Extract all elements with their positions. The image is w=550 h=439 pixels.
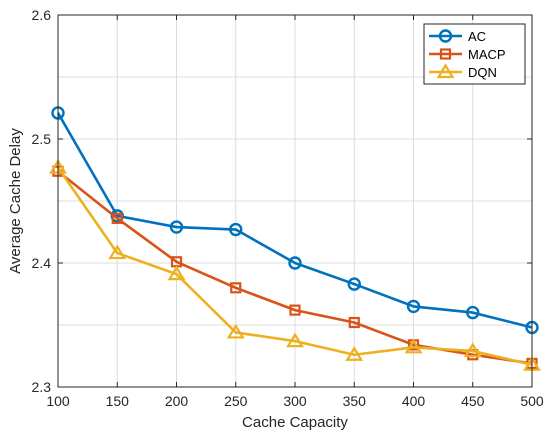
data-point-macp bbox=[230, 282, 242, 294]
x-tick-label: 350 bbox=[343, 393, 367, 409]
x-tick-label: 450 bbox=[461, 393, 485, 409]
data-point-macp bbox=[289, 304, 301, 316]
legend-marker bbox=[438, 29, 453, 43]
data-point-ac bbox=[347, 277, 361, 291]
data-point-ac bbox=[229, 222, 243, 237]
series-line-ac bbox=[56, 112, 533, 329]
data-point-macp bbox=[111, 212, 123, 224]
y-tick-label: 2.5 bbox=[32, 131, 52, 147]
legend: AC MACP DQN bbox=[423, 23, 526, 85]
legend-entry-dqn: DQN bbox=[429, 63, 497, 80]
y-tick-label: 2.3 bbox=[32, 379, 52, 395]
x-tick-label: 100 bbox=[46, 393, 70, 409]
legend-entry-ac: AC bbox=[429, 29, 486, 44]
series-line-dqn bbox=[56, 166, 533, 366]
legend-label: DQN bbox=[468, 65, 497, 80]
data-point-dqn bbox=[167, 265, 186, 281]
data-point-macp bbox=[348, 316, 360, 329]
legend-marker bbox=[439, 48, 452, 60]
data-point-ac bbox=[406, 299, 421, 314]
series-layer bbox=[49, 106, 541, 371]
x-tick-label: 500 bbox=[520, 393, 544, 409]
x-tick-label: 400 bbox=[402, 393, 426, 409]
data-point-dqn bbox=[404, 338, 423, 354]
data-point-dqn bbox=[226, 323, 245, 339]
data-point-ac bbox=[466, 305, 480, 320]
y-axis-label: Average Cache Delay bbox=[7, 128, 24, 274]
data-point-dqn bbox=[345, 346, 364, 361]
x-axis: 100 150 200 250 300 350 400 450 500 bbox=[46, 15, 544, 409]
data-point-ac bbox=[169, 220, 184, 234]
x-axis-label: Cache Capacity bbox=[242, 414, 348, 431]
x-tick-label: 200 bbox=[165, 393, 189, 409]
y-tick-label: 2.6 bbox=[32, 7, 52, 23]
data-point-dqn bbox=[463, 342, 482, 358]
data-point-ac bbox=[288, 256, 302, 270]
x-tick-label: 250 bbox=[224, 393, 248, 409]
y-axis: 2.3 2.4 2.5 2.6 bbox=[32, 7, 532, 395]
legend-label: AC bbox=[468, 29, 486, 44]
y-tick-label: 2.4 bbox=[32, 255, 52, 271]
x-tick-label: 300 bbox=[283, 393, 307, 409]
x-tick-label: 150 bbox=[106, 393, 130, 409]
series-line-macp bbox=[57, 170, 533, 365]
legend-entry-macp: MACP bbox=[429, 47, 506, 62]
data-point-dqn bbox=[108, 244, 127, 260]
data-point-dqn bbox=[286, 332, 304, 348]
legend-marker bbox=[436, 63, 455, 79]
legend-label: MACP bbox=[468, 47, 506, 62]
